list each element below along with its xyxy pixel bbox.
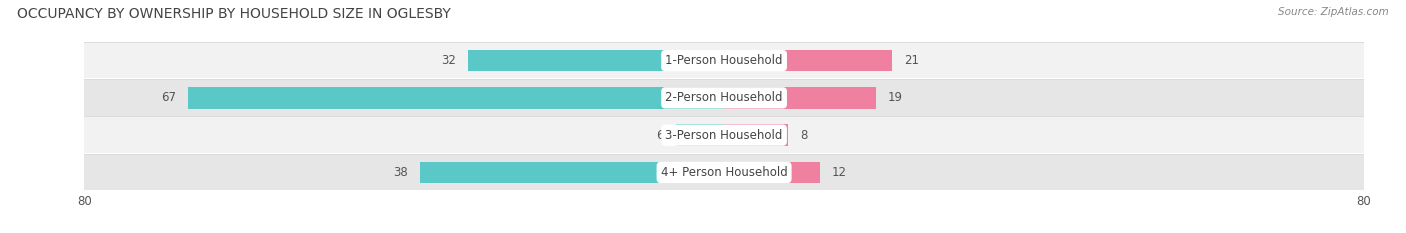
Text: 8: 8 [800,129,807,142]
Text: 32: 32 [441,54,456,67]
Text: 1-Person Household: 1-Person Household [665,54,783,67]
Bar [420,162,724,183]
Bar [724,162,820,183]
Text: 2-Person Household: 2-Person Household [665,91,783,104]
Text: 67: 67 [162,91,176,104]
Bar [84,117,1364,153]
Text: 12: 12 [832,166,846,179]
Bar [468,50,724,71]
Bar [84,154,1364,190]
Text: 3-Person Household: 3-Person Household [665,129,783,142]
Text: 19: 19 [889,91,903,104]
Bar [84,80,1364,116]
Bar [724,87,876,109]
Text: 21: 21 [904,54,920,67]
Text: 4+ Person Household: 4+ Person Household [661,166,787,179]
Bar [676,124,724,146]
Bar [724,50,891,71]
Bar [84,43,1364,79]
Bar [188,87,724,109]
Text: 6: 6 [657,129,664,142]
Bar [724,124,787,146]
Text: Source: ZipAtlas.com: Source: ZipAtlas.com [1278,7,1389,17]
Text: OCCUPANCY BY OWNERSHIP BY HOUSEHOLD SIZE IN OGLESBY: OCCUPANCY BY OWNERSHIP BY HOUSEHOLD SIZE… [17,7,451,21]
Text: 38: 38 [394,166,408,179]
